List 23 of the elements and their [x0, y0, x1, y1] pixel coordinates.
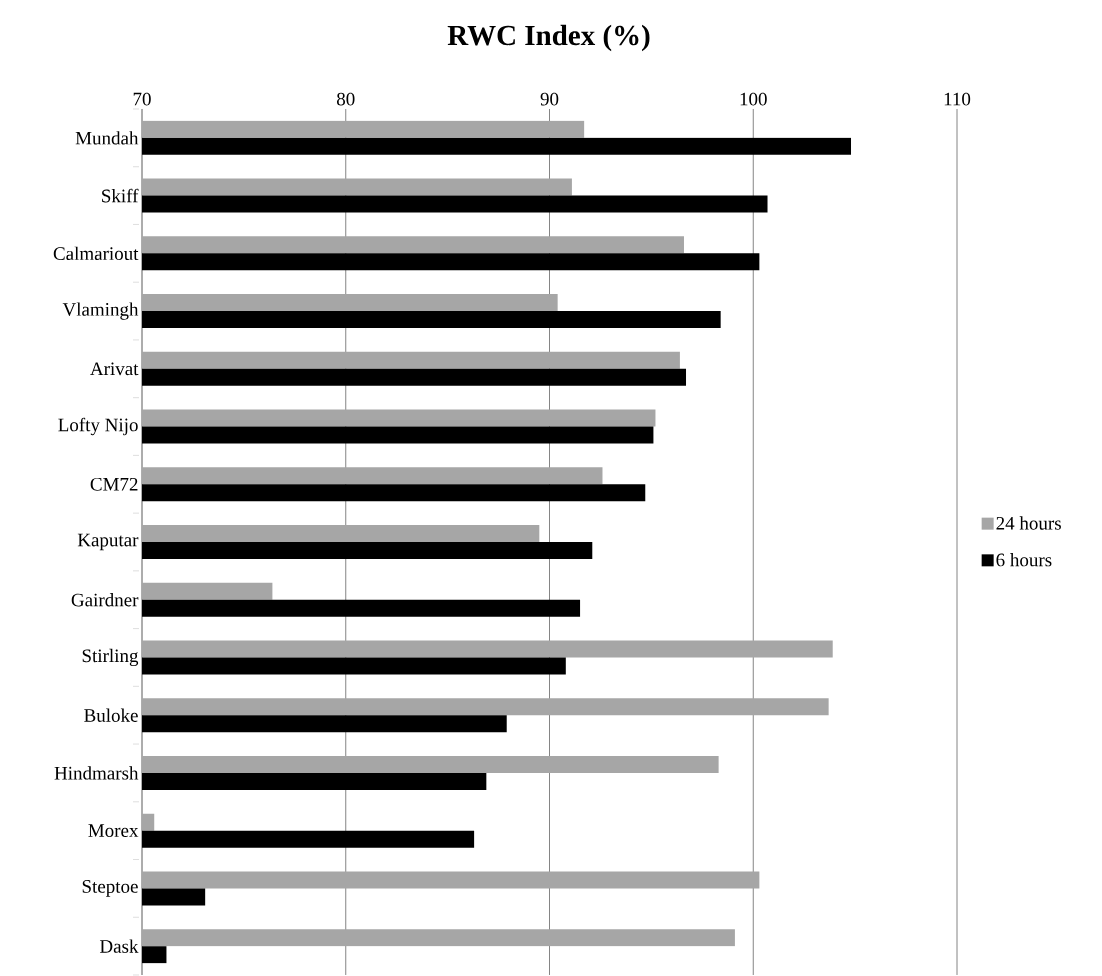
- y-tick-label: Dask: [99, 939, 139, 953]
- y-tick-label: Mundah: [75, 131, 139, 145]
- y-tick-label: Gairdner: [71, 593, 139, 607]
- legend-label: 24 hours: [996, 516, 1061, 530]
- y-tick-label: Morex: [88, 824, 139, 837]
- y-tick-label: CM72: [90, 477, 138, 491]
- y-tick-label: Kaputar: [77, 533, 139, 551]
- x-tick-label: 70: [133, 92, 151, 106]
- x-tick-label: 100: [740, 92, 767, 106]
- legend-label: 6 hours: [996, 553, 1052, 567]
- y-tick-label: Skiff: [102, 188, 139, 203]
- y-tick-label: Calmariout: [53, 246, 139, 261]
- x-tick-label: 110: [944, 92, 971, 106]
- x-tick-label: 80: [336, 92, 355, 106]
- chart-title: RWC Index (%): [447, 24, 650, 52]
- y-tick-label: Stirling: [82, 648, 139, 667]
- y-tick-label: Steptoe: [82, 880, 138, 897]
- x-tick-label: 90: [540, 92, 559, 106]
- y-tick-label: Hindmarsh: [54, 766, 139, 780]
- y-tick-label: Buloke: [84, 708, 138, 722]
- y-tick-label: Vlamingh: [62, 302, 139, 320]
- y-tick-label: Arivat: [90, 362, 139, 376]
- y-tick-label: Lofty Nijo: [58, 417, 138, 436]
